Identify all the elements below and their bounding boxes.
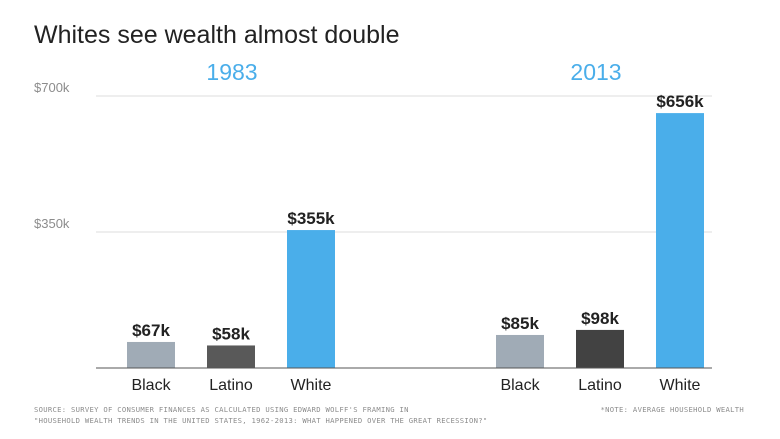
bar-2013-black — [496, 334, 544, 368]
y-tick-label: $350k — [34, 216, 70, 231]
bar-1983-black — [127, 341, 175, 368]
category-label-1983-black: Black — [131, 377, 171, 394]
y-axis-ticks: $350k $700k — [34, 80, 70, 231]
category-label-2013-black: Black — [500, 377, 540, 394]
data-label-1983-latino: $58k — [212, 324, 250, 343]
data-label-2013-latino: $98k — [581, 309, 619, 328]
data-labels: $67k $58k $355k $85k $98k $656k — [132, 92, 704, 343]
bar-1983-white — [287, 230, 335, 368]
average-wealth-note: *NOTE: AVERAGE HOUSEHOLD WEALTH — [601, 405, 744, 414]
category-labels: Black Latino White Black Latino White — [131, 377, 700, 394]
bars — [127, 113, 704, 369]
category-label-2013-latino: Latino — [578, 377, 622, 394]
source-note-line-2: "HOUSEHOLD WEALTH TRENDS IN THE UNITED S… — [34, 416, 487, 425]
data-label-1983-black: $67k — [132, 321, 170, 340]
data-label-2013-black: $85k — [501, 314, 539, 333]
data-label-2013-white: $656k — [656, 92, 704, 111]
bar-2013-latino — [576, 329, 624, 368]
bar-1983-latino — [207, 345, 255, 368]
group-title-2013: 2013 — [570, 59, 621, 85]
y-tick-label: $700k — [34, 80, 70, 95]
data-label-1983-white: $355k — [287, 209, 335, 228]
gridlines — [96, 95, 712, 233]
bar-2013-white — [656, 113, 704, 369]
source-note-line-1: SOURCE: SURVEY OF CONSUMER FINANCES AS C… — [34, 405, 409, 414]
chart-title: Whites see wealth almost double — [34, 21, 399, 49]
group-title-1983: 1983 — [206, 59, 257, 85]
category-label-2013-white: White — [660, 377, 701, 394]
category-label-1983-white: White — [291, 377, 332, 394]
category-label-1983-latino: Latino — [209, 377, 253, 394]
group-titles: 1983 2013 — [206, 59, 621, 85]
